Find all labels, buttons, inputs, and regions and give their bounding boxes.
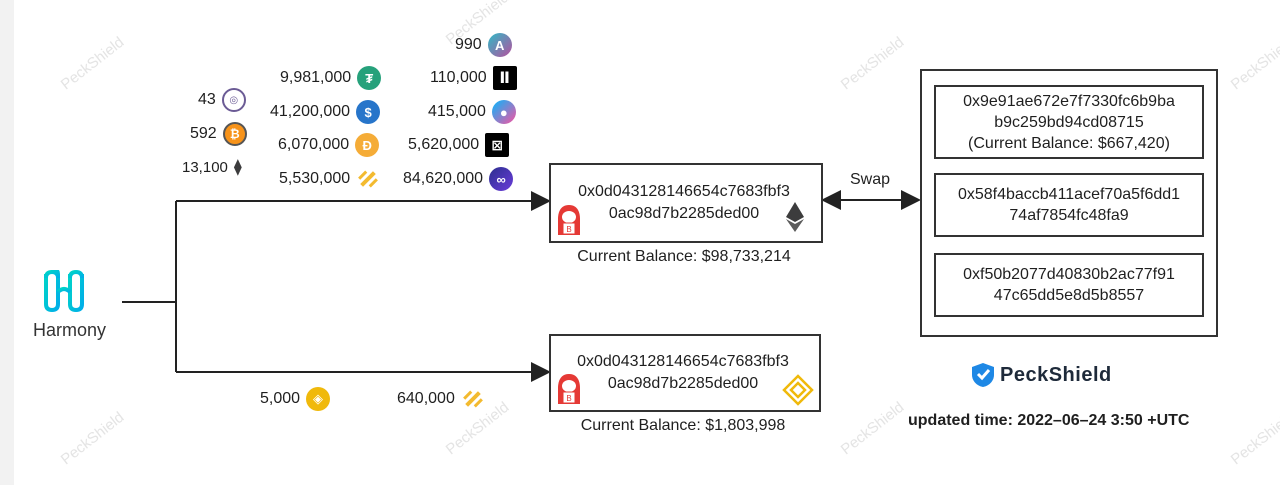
usdt-icon: ₮ bbox=[357, 66, 382, 90]
attacker-eth-address: 0x0d043128146654c7683fbf3 0ac98d7b2285de… bbox=[578, 183, 790, 222]
token-item: 9,981,000 ₮ bbox=[280, 66, 382, 90]
usdc-icon: $ bbox=[356, 100, 381, 124]
sushi-icon: ● bbox=[491, 100, 516, 124]
token-item: 990 A bbox=[455, 33, 512, 57]
token-item: 6,070,000 Đ bbox=[278, 133, 380, 157]
frax-icon: ⊠ bbox=[485, 133, 510, 157]
attacker-eth-box bbox=[549, 163, 823, 243]
recipient-address-2: 0x58f4baccb411acef70a5f6dd1 74af7854fc48… bbox=[934, 173, 1204, 237]
token-item: 415,000 ● bbox=[428, 100, 516, 124]
synthetix-icon: Ⅱ bbox=[492, 66, 517, 90]
bitcoin-icon: ₿ bbox=[222, 122, 247, 146]
token-item: 5,620,000 ⊠ bbox=[408, 133, 510, 157]
harmony-logo-icon bbox=[44, 270, 84, 313]
token-item: 84,620,000 ∞ bbox=[403, 167, 514, 191]
attacker-bsc-balance: Current Balance: $1,803,998 bbox=[580, 417, 786, 434]
token-item: 41,200,000 $ bbox=[270, 100, 381, 124]
token-item: 13,100 ⧫ bbox=[182, 158, 242, 177]
dark-coin-icon: ◎ bbox=[221, 88, 246, 112]
updated-time: updated time: 2022–06–24 3:50 +UTC bbox=[908, 412, 1190, 429]
peckshield-icon bbox=[972, 363, 994, 387]
token-item: 43 ◎ bbox=[198, 88, 246, 112]
busd-icon: ◈ bbox=[306, 387, 331, 411]
svg-text:B: B bbox=[566, 225, 571, 234]
token-item: 5,000 ◈ bbox=[260, 387, 331, 411]
attacker-eth-balance: Current Balance: $98,733,214 bbox=[577, 248, 791, 265]
brand-logo: PeckShield bbox=[970, 362, 1112, 388]
recipient-address-1: 0x9e91ae672e7f7330fc6b9ba b9c259bd94cd08… bbox=[934, 85, 1204, 159]
brand-name: PeckShield bbox=[1000, 363, 1112, 386]
token-item: 640,000 bbox=[397, 387, 485, 411]
recipient-address-3: 0xf50b2077d40830b2ac77f91 47c65dd5e8d5b8… bbox=[934, 253, 1204, 317]
token-item: 110,000 Ⅱ bbox=[430, 66, 517, 90]
bnb-icon bbox=[462, 390, 483, 408]
left-edge-strip bbox=[0, 0, 14, 485]
dai-icon: Đ bbox=[355, 133, 380, 157]
matic-icon: ∞ bbox=[489, 167, 514, 191]
hacker-icon: B bbox=[558, 374, 580, 404]
source-label: Harmony bbox=[33, 320, 107, 340]
token-item: 592 ₿ bbox=[190, 122, 247, 146]
svg-text:B: B bbox=[566, 394, 571, 403]
ethereum-icon: ⧫ bbox=[233, 159, 242, 176]
hacker-icon: B bbox=[558, 205, 580, 235]
bnb-icon bbox=[358, 170, 379, 188]
swap-label: Swap bbox=[850, 171, 891, 188]
token-item: 5,530,000 bbox=[279, 167, 380, 191]
ethereum-icon bbox=[786, 202, 804, 232]
attacker-bsc-address: 0x0d043128146654c7683fbf3 0ac98d7b2285de… bbox=[577, 353, 789, 392]
aave-icon: A bbox=[487, 33, 512, 57]
binance-icon bbox=[782, 374, 814, 406]
attacker-bsc-box bbox=[549, 334, 821, 412]
